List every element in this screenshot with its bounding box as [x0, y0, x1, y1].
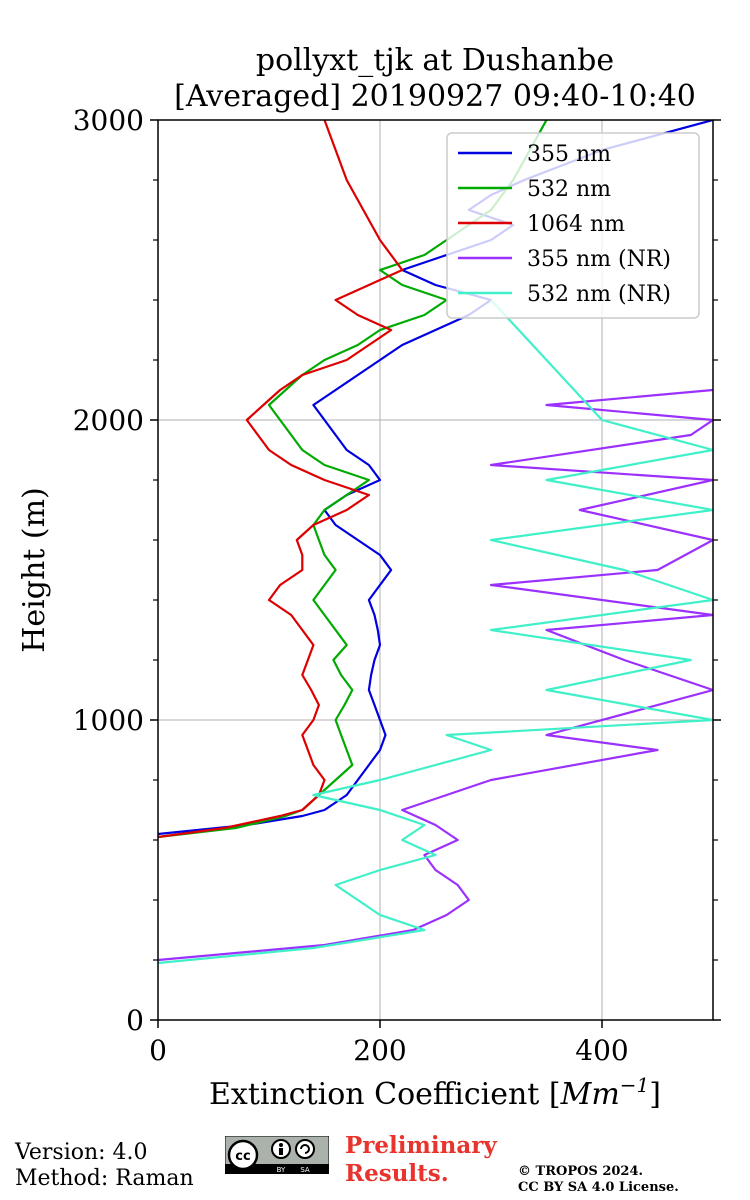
y-tick-label: 0 [126, 1004, 144, 1037]
preliminary-line2: Results. [345, 1160, 449, 1187]
series-line-4 [158, 299, 713, 965]
legend-label-4: 532 nm (NR) [527, 282, 671, 307]
legend-label-1: 532 nm [527, 177, 611, 202]
copyright-line2: CC BY SA 4.0 License. [518, 1180, 679, 1195]
sa-share-icon [295, 1139, 315, 1159]
sa-text: SA [300, 1166, 310, 1174]
preliminary-line1: Preliminary [345, 1132, 497, 1159]
version-text: Version: 4.0 [15, 1140, 148, 1165]
series-line-2 [158, 120, 404, 839]
legend-box [446, 132, 700, 319]
legend-label-3: 355 nm (NR) [527, 247, 671, 272]
x-tick-label: 200 [353, 1034, 406, 1067]
legend: 355 nm 532 nm 1064 nm 355 nm (NR) 532 nm (NR… [446, 132, 700, 319]
by-text: BY [277, 1166, 286, 1174]
plot-frame [157, 119, 714, 1021]
x-axis-label: Extinction Coefficient [Mm−1] [209, 1073, 661, 1112]
series-group [158, 120, 713, 965]
chart-title-line2: [Averaged] 20190927 09:40-10:40 [174, 79, 696, 114]
cc-license-badge: cc BY SA [225, 1136, 329, 1174]
cc-icon [227, 1139, 259, 1171]
method-text: Method: Raman [15, 1166, 194, 1191]
chart-title-line1: pollyxt_tjk at Dushanbe [256, 43, 614, 78]
series-line-3 [158, 388, 713, 962]
y-tick-label: 3000 [73, 104, 144, 137]
y-tick-label: 2000 [73, 404, 144, 437]
x-tick-label: 0 [149, 1034, 167, 1067]
copyright-line1: © TROPOS 2024. [518, 1164, 644, 1179]
series-line-1 [158, 120, 548, 839]
legend-label-2: 1064 nm [527, 212, 625, 237]
y-tick-label: 1000 [73, 704, 144, 737]
cc-text: cc [235, 1149, 250, 1164]
y-axis-label: Height (m) [17, 487, 52, 652]
x-tick-label: 400 [575, 1034, 628, 1067]
ticks: 0 200 400 0 1000 2000 3000 [73, 104, 721, 1067]
legend-label-0: 355 nm [527, 142, 611, 167]
